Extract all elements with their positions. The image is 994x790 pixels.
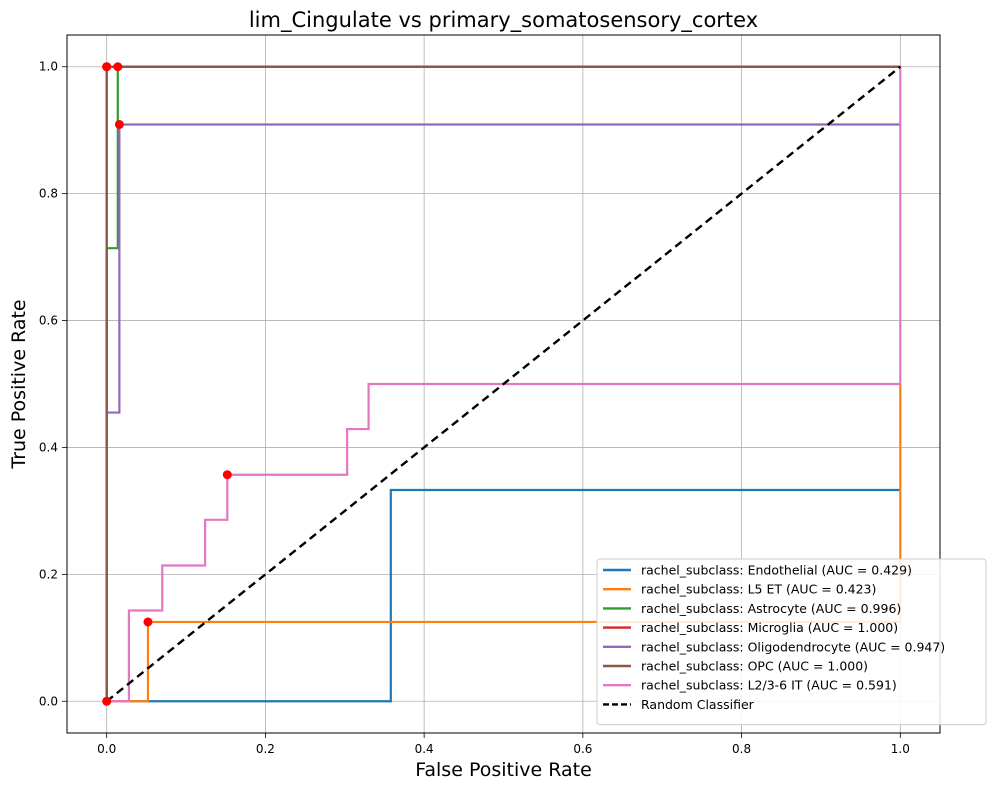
chart-title: lim_Cingulate vs primary_somatosensory_c… bbox=[249, 8, 758, 33]
x-tick-label: 0.4 bbox=[415, 742, 434, 756]
legend-label: rachel_subclass: Astrocyte (AUC = 0.996) bbox=[641, 601, 901, 616]
legend-label: rachel_subclass: L5 ET (AUC = 0.423) bbox=[641, 582, 876, 597]
x-tick-label: 0.2 bbox=[256, 742, 275, 756]
roc-curve bbox=[106, 488, 901, 703]
origin-point bbox=[102, 696, 112, 706]
y-tick-label: 0.6 bbox=[39, 314, 58, 328]
axes: 0.0 0.2 0.4 0.6 0.8 1.0 0.0 0.2 0.4 0.6 0.8 1.0 bbox=[39, 34, 941, 756]
y-tick-label: 1.0 bbox=[39, 60, 58, 74]
roc-curve bbox=[106, 66, 902, 703]
optimal-point bbox=[114, 119, 124, 129]
random-classifier-line bbox=[105, 65, 902, 703]
legend-label: rachel_subclass: Microglia (AUC = 1.000) bbox=[641, 620, 898, 635]
y-tick-label: 0.0 bbox=[39, 694, 58, 708]
y-axis-title: True Positive Rate bbox=[8, 299, 30, 469]
y-tick-label: 0.8 bbox=[39, 187, 58, 201]
optimal-point bbox=[102, 62, 112, 72]
legend-label: rachel_subclass: OPC (AUC = 1.000) bbox=[641, 659, 868, 674]
legend-label: rachel_subclass: Endothelial (AUC = 0.42… bbox=[641, 563, 912, 578]
legend-label: rachel_subclass: L2/3-6 IT (AUC = 0.591) bbox=[641, 678, 897, 693]
y-tick-label: 0.2 bbox=[39, 567, 58, 581]
x-tick-label: 0.8 bbox=[732, 742, 751, 756]
legend-label: rachel_subclass: Oligodendrocyte (AUC = … bbox=[641, 639, 945, 654]
y-tick-label: 0.4 bbox=[39, 440, 58, 454]
optimal-point bbox=[143, 617, 153, 627]
plot-area bbox=[102, 62, 902, 706]
x-tick-label: 0.0 bbox=[97, 742, 116, 756]
x-tick-label: 1.0 bbox=[891, 742, 910, 756]
x-axis-title: False Positive Rate bbox=[415, 759, 592, 781]
x-tick-label: 0.6 bbox=[573, 742, 592, 756]
legend: rachel_subclass: Endothelial (AUC = 0.42… bbox=[596, 558, 987, 726]
optimal-point bbox=[113, 62, 123, 72]
legend-box bbox=[596, 558, 987, 726]
optimal-point bbox=[222, 470, 232, 480]
legend-label: Random Classifier bbox=[641, 697, 755, 712]
plot-frame bbox=[66, 34, 941, 734]
